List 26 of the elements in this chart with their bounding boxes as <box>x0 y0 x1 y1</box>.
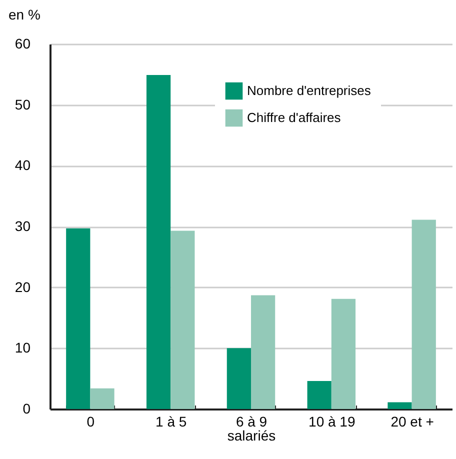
bar <box>331 298 356 409</box>
x-axis-title: salariés <box>227 428 276 444</box>
bar <box>90 388 114 409</box>
x-tick-label: 0 <box>86 414 95 430</box>
y-axis-title: en % <box>8 6 40 22</box>
bar <box>251 295 276 409</box>
legend-label: Nombre d'entreprises <box>247 83 372 98</box>
bar <box>226 348 251 409</box>
y-tick-label: 20 <box>14 278 31 295</box>
x-tick-label: 1 à 5 <box>156 414 187 430</box>
y-tick-label: 10 <box>14 340 31 356</box>
y-tick-label: 30 <box>14 218 31 234</box>
bar <box>146 75 171 409</box>
bar <box>307 381 332 409</box>
legend-label: Chiffre d'affaires <box>247 110 342 125</box>
x-tick-label: 20 et + <box>390 414 434 430</box>
y-tick-label: 60 <box>14 36 31 52</box>
bar <box>412 220 436 409</box>
x-tick-label: 6 à 9 <box>236 414 268 430</box>
y-tick-label: 40 <box>14 157 31 174</box>
x-tick-label: 10 à 19 <box>308 414 356 430</box>
y-tick-label: 0 <box>22 400 31 416</box>
y-tick-label: 50 <box>14 96 31 112</box>
bar <box>170 230 195 409</box>
bar <box>66 228 90 409</box>
bar <box>388 402 412 409</box>
